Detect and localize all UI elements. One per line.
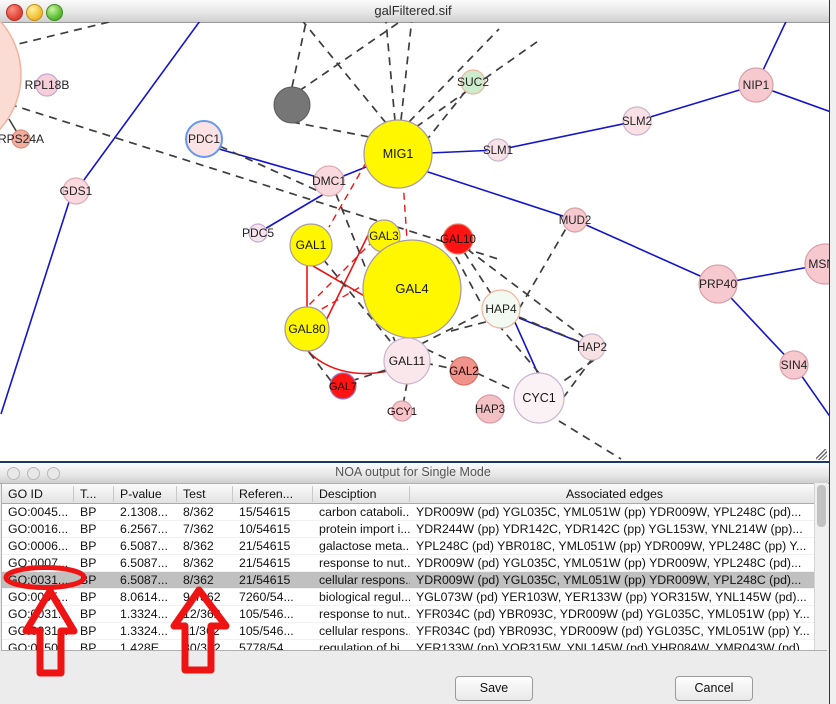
svg-text:GAL80: GAL80 (288, 322, 326, 336)
svg-text:NIP1: NIP1 (743, 78, 770, 92)
svg-text:GDS1: GDS1 (60, 184, 93, 198)
svg-text:DMC1: DMC1 (312, 174, 346, 188)
svg-text:HAP2: HAP2 (577, 342, 607, 354)
svg-text:MIG1: MIG1 (383, 147, 414, 161)
svg-text:GAL4: GAL4 (395, 281, 428, 296)
svg-text:GAL2: GAL2 (449, 366, 478, 378)
svg-text:PDC1: PDC1 (188, 132, 220, 146)
svg-text:PDC5: PDC5 (242, 226, 274, 240)
svg-text:HAP3: HAP3 (475, 404, 505, 416)
svg-text:GAL11: GAL11 (389, 354, 426, 368)
svg-text:SLM1: SLM1 (483, 145, 513, 157)
svg-text:SIN4: SIN4 (781, 358, 808, 372)
svg-text:MSN5: MSN5 (808, 257, 829, 271)
svg-text:GAL1: GAL1 (296, 238, 327, 252)
svg-text:GCY1: GCY1 (387, 406, 417, 418)
svg-text:GAL10: GAL10 (440, 234, 476, 246)
svg-text:MUD2: MUD2 (559, 215, 592, 227)
svg-text:GAL7: GAL7 (329, 381, 357, 393)
svg-text:PRP40: PRP40 (699, 277, 737, 291)
svg-text:CYC1: CYC1 (522, 391, 555, 405)
svg-text:RPS24A: RPS24A (0, 132, 44, 146)
svg-text:SUC2: SUC2 (457, 75, 489, 89)
svg-text:RPL18B: RPL18B (25, 78, 70, 92)
svg-text:SLM2: SLM2 (622, 116, 652, 128)
svg-text:GAL3: GAL3 (369, 231, 398, 243)
svg-text:HAP4: HAP4 (485, 302, 517, 316)
